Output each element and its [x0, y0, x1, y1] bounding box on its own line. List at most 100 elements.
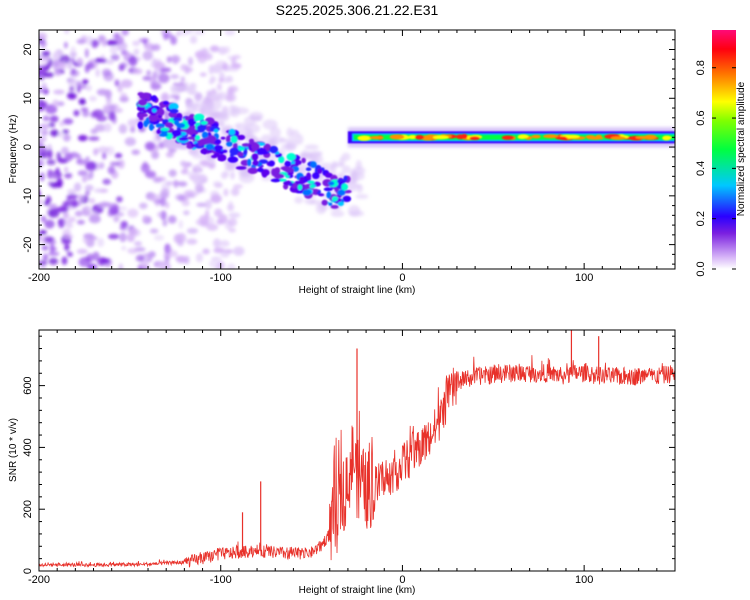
halo-blob — [296, 134, 304, 145]
band-blob — [162, 100, 169, 105]
noise-blob — [199, 72, 207, 77]
noise-blob — [109, 161, 122, 166]
noise-blob — [106, 59, 114, 65]
noise-blob — [187, 56, 194, 66]
noise-blob — [163, 32, 169, 41]
noise-blob — [202, 248, 210, 255]
colorbar-gradient — [712, 30, 736, 269]
tone-hot-spot — [555, 136, 568, 140]
noise-blob — [144, 171, 156, 178]
halo-blob — [268, 137, 279, 148]
band-blob — [310, 161, 317, 169]
band-blob — [337, 201, 344, 206]
noise-blob — [25, 35, 35, 44]
snr-panel: -200 -100 0 100 0 200 400 600 Height of straigh… — [8, 329, 676, 596]
noise-blob — [107, 165, 116, 175]
noise-blob — [47, 203, 58, 209]
noise-blob — [114, 152, 123, 159]
noise-blob — [118, 123, 128, 134]
band-blob — [214, 147, 222, 153]
snr-xtick-label: -200 — [28, 574, 50, 586]
noise-blob — [157, 58, 162, 68]
noise-blob — [55, 167, 60, 176]
noise-blob — [30, 104, 38, 114]
band-blob — [273, 173, 285, 179]
noise-blob — [90, 128, 98, 135]
band-blob — [257, 167, 264, 173]
band-blob — [235, 166, 247, 170]
noise-blob — [143, 42, 154, 51]
noise-blob — [109, 45, 118, 55]
snr-ylabel: SNR (10 * v/v) — [8, 418, 19, 482]
noise-blob — [49, 243, 55, 254]
tone-hot — [357, 133, 672, 141]
tone-hot-spot — [664, 135, 672, 140]
band-blob — [330, 204, 339, 209]
noise-blob — [84, 184, 94, 192]
band-blob — [284, 160, 292, 167]
noise-blob — [48, 251, 60, 256]
noise-blob — [59, 54, 71, 64]
band-blob — [251, 142, 260, 151]
noise-blob — [86, 253, 94, 263]
band-blob — [213, 152, 221, 158]
noise-blob — [94, 124, 107, 132]
noise-blob — [93, 148, 98, 156]
halo-blob — [213, 98, 222, 110]
snr-ticks: -200 -100 0 100 0 200 400 600 — [22, 330, 675, 586]
band-blob — [229, 153, 234, 157]
band-blob — [199, 138, 210, 145]
noise-blob — [85, 205, 92, 212]
tone-hot-spot — [357, 135, 371, 141]
noise-blob — [48, 181, 61, 187]
halo-blobs — [162, 81, 369, 218]
noise-blob — [127, 118, 139, 127]
band-blob — [295, 159, 302, 166]
band-blob — [202, 147, 208, 155]
noise-blob — [223, 188, 229, 197]
halo-blob — [260, 176, 273, 181]
noise-blob — [167, 215, 177, 224]
noise-blob — [26, 155, 38, 161]
noise-blob — [99, 162, 105, 169]
halo-blob — [355, 194, 369, 199]
band-blob — [159, 133, 168, 137]
band-blob — [189, 130, 195, 135]
band-blob — [318, 193, 325, 197]
noise-blob — [230, 187, 240, 197]
noise-blob — [88, 215, 101, 224]
noise-blob — [135, 254, 145, 262]
noise-blob — [118, 263, 124, 269]
noise-blob — [220, 251, 230, 258]
noise-blob — [44, 219, 55, 229]
noise-blob — [228, 212, 241, 218]
noise-blob — [115, 35, 124, 45]
noise-blob — [74, 210, 83, 217]
tone-hot-spot — [517, 134, 529, 139]
noise-blob — [28, 38, 39, 43]
noise-blob — [76, 159, 88, 165]
halo-blob — [330, 210, 345, 218]
noise-blob — [102, 37, 107, 47]
tone-hot-spot — [432, 135, 449, 140]
snr-xtick-label: 0 — [399, 574, 405, 586]
band-blob — [165, 121, 174, 129]
noise-blob — [27, 107, 37, 117]
halo-blob — [190, 82, 197, 90]
band-blob — [226, 141, 233, 147]
noise-blob — [127, 247, 139, 254]
noise-blob — [183, 210, 190, 216]
noise-blob — [149, 228, 159, 234]
noise-blob — [108, 104, 117, 110]
noise-blob — [76, 57, 84, 65]
noise-blob — [29, 134, 38, 143]
tone-hot-spot — [408, 135, 417, 140]
band-blob — [270, 178, 281, 183]
noise-blob — [175, 255, 188, 263]
noise-blob — [121, 30, 129, 36]
noise-blob — [210, 194, 222, 204]
band-blob — [156, 129, 162, 135]
noise-blob — [213, 247, 225, 254]
noise-blob — [181, 199, 190, 207]
